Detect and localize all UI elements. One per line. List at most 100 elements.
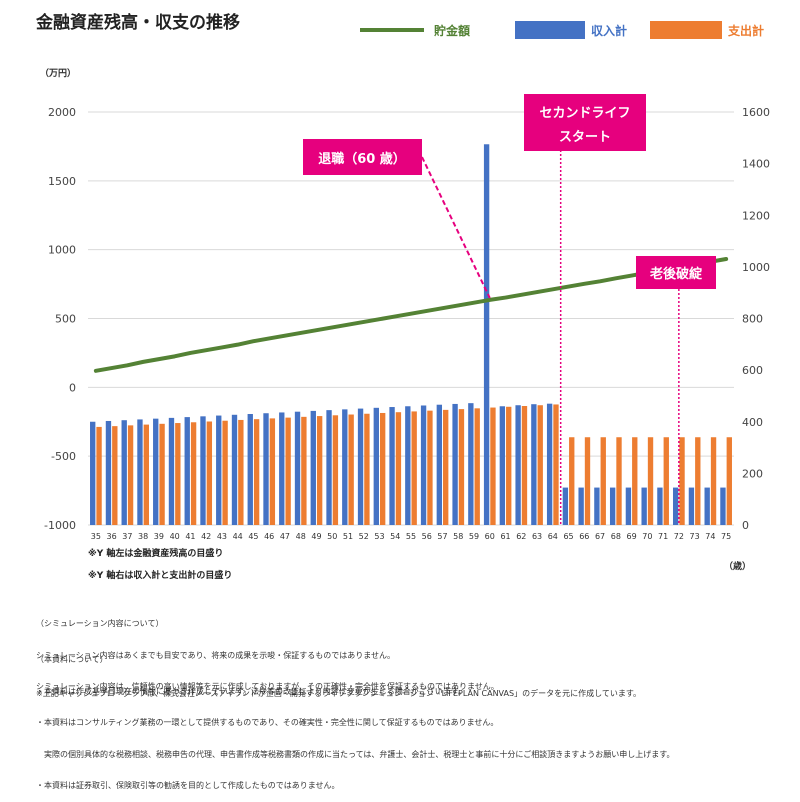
footnote-line: 実際の個別具体的な税務相談、税務申告の代理、申告書作成等税務書類の作成に当たって… (36, 749, 675, 759)
income-bar (326, 410, 332, 525)
income-bar (342, 409, 348, 525)
x-axis-tick-label: 44 (233, 532, 243, 541)
legend-expense-swatch (650, 21, 722, 39)
x-axis-tick-label: 54 (390, 532, 400, 541)
income-bar (263, 413, 269, 525)
savings-point (283, 334, 287, 338)
x-axis-tick-label: 72 (674, 532, 684, 541)
x-axis-tick-label: 52 (359, 532, 369, 541)
savings-point (346, 323, 350, 327)
x-axis-unit: （歳） (724, 562, 752, 572)
retirement-callout-box (303, 139, 422, 175)
left-axis-tick-label: 1500 (48, 175, 76, 188)
savings-point (188, 351, 192, 355)
footnote-line: ・本資料はコンサルティング業務の一環として提供するものであり、その確実性・完全性… (36, 718, 499, 727)
expense-bar (679, 437, 685, 525)
right-axis-tick-label: 1400 (742, 158, 770, 171)
income-bar (357, 408, 364, 525)
savings-point (425, 309, 429, 313)
second-life-callout-text-2: スタート (559, 130, 611, 145)
x-axis-tick-label: 46 (264, 532, 274, 541)
income-bar (137, 419, 143, 525)
legend-line-swatch (360, 28, 424, 32)
income-bar (168, 417, 175, 525)
expense-bar (506, 406, 512, 525)
x-axis-tick-label: 53 (374, 532, 384, 541)
expense-bar (159, 423, 165, 525)
left-axis-tick-label: 500 (55, 313, 76, 326)
savings-point (141, 360, 145, 364)
left-axis-tick-label: -500 (51, 450, 76, 463)
income-bar (420, 405, 427, 525)
expense-bar (537, 405, 543, 525)
expense-bar (285, 417, 291, 525)
income-bar (672, 487, 679, 525)
income-bar (578, 487, 584, 525)
legend-expense-label: 支出計 (728, 23, 765, 38)
income-bar (405, 406, 411, 525)
footnote-line: ・本資料は証券取引、保険取引等の勧誘を目的として作成したものではありません。 (36, 781, 340, 790)
x-axis-tick-label: 56 (422, 532, 432, 541)
expense-bar (600, 437, 606, 525)
savings-point (267, 336, 271, 340)
savings-point (110, 366, 114, 370)
footnote-simulation: （シミュレーション内容について） シミュレーション内容はあくまでも目安であり、将… (36, 598, 499, 703)
expense-bar (411, 411, 417, 525)
legend-income-swatch (515, 21, 585, 39)
income-bar (720, 487, 726, 525)
expense-bar (364, 413, 370, 525)
savings-point (535, 290, 539, 294)
chart-title: 金融資産残高・収支の推移 (36, 13, 240, 33)
income-bar (609, 487, 616, 525)
expense-bar (253, 419, 260, 525)
savings-point (251, 339, 255, 343)
savings-point (236, 343, 240, 347)
x-axis-tick-label: 75 (721, 532, 731, 541)
expense-bar (332, 415, 339, 525)
expense-bar (726, 437, 732, 525)
expense-bar (190, 422, 197, 525)
x-axis-tick-label: 51 (343, 532, 353, 541)
legend-savings: 貯金額 (360, 20, 470, 40)
savings-point (598, 279, 602, 283)
income-bar (594, 487, 600, 525)
savings-point (377, 317, 381, 321)
savings-point (488, 298, 492, 302)
savings-point (441, 306, 445, 310)
bankruptcy-callout-text: 老後破綻 (649, 266, 703, 282)
expense-bar (269, 418, 276, 525)
x-axis-tick-label: 39 (154, 532, 164, 541)
income-bar (704, 487, 710, 525)
x-axis-tick-label: 66 (579, 532, 589, 541)
left-axis-tick-label: 1000 (48, 244, 76, 257)
expense-bar (238, 419, 244, 525)
x-axis-tick-label: 43 (217, 532, 227, 541)
x-axis-tick-label: 61 (500, 532, 510, 541)
x-axis-tick-label: 60 (485, 532, 495, 541)
savings-point (204, 348, 208, 352)
footnote-line: （シミュレーション内容について） (36, 619, 164, 628)
expense-bar (695, 437, 701, 525)
x-axis-tick-label: 68 (611, 532, 621, 541)
axis-labels: 2000150010005000-500-1000160014001200100… (44, 106, 770, 541)
legend-income: 収入計 (515, 20, 627, 40)
income-bar (389, 407, 395, 525)
expense-bar (96, 426, 102, 525)
retirement-leader (421, 156, 491, 299)
savings-point (472, 301, 476, 305)
savings-point (314, 328, 318, 332)
savings-line-group (93, 257, 729, 373)
x-axis-tick-label: 49 (311, 532, 321, 541)
income-bar (310, 410, 316, 525)
second-life-callout-box (524, 94, 646, 151)
x-axis-tick-label: 58 (453, 532, 463, 541)
x-axis-tick-label: 55 (406, 532, 416, 541)
chart-canvas: 2000150010005000-500-1000160014001200100… (44, 94, 770, 541)
x-axis-tick-label: 47 (280, 532, 290, 541)
income-bar (483, 144, 490, 525)
income-bar (184, 417, 190, 525)
x-axis-tick-label: 50 (327, 532, 337, 541)
savings-point (456, 303, 460, 307)
income-bar (562, 487, 569, 525)
savings-point (157, 357, 161, 361)
